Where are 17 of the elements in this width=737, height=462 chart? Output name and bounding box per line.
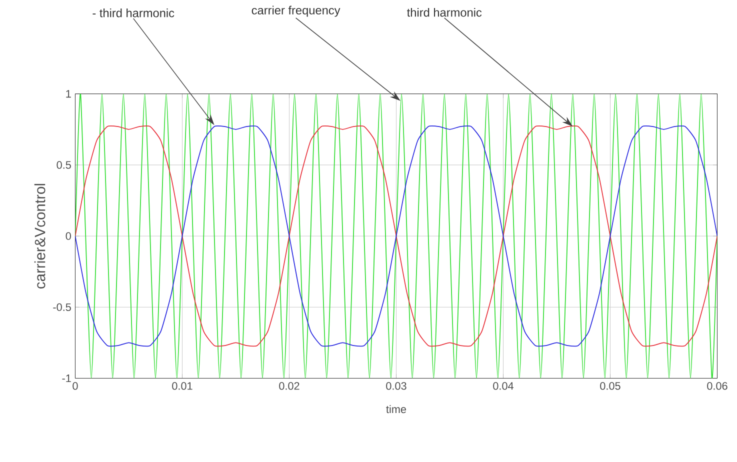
y-tick-label: 0.5 [56,160,71,169]
y-axis-title: carrier&Vcontrol [34,184,46,288]
x-tick-label: 0 [72,382,78,390]
x-tick-label: 0.02 [279,382,300,390]
annotation: third harmonic [407,8,482,17]
annotation: carrier frequency [252,6,340,17]
x-axis-title: time [386,405,406,414]
y-tick-label: 1 [66,90,71,98]
x-tick-label: 0.06 [707,382,728,390]
y-tick-label: 0 [66,232,71,240]
x-tick-label: 0.04 [493,382,514,390]
y-tick-label: -1 [62,374,71,382]
y-tick-label: -0.5 [53,303,71,311]
x-tick-label: 0.01 [172,382,192,390]
x-tick-label: 0.03 [386,382,406,390]
annotation: - third harmonic [92,8,174,18]
x-tick-label: 0.05 [600,382,620,390]
